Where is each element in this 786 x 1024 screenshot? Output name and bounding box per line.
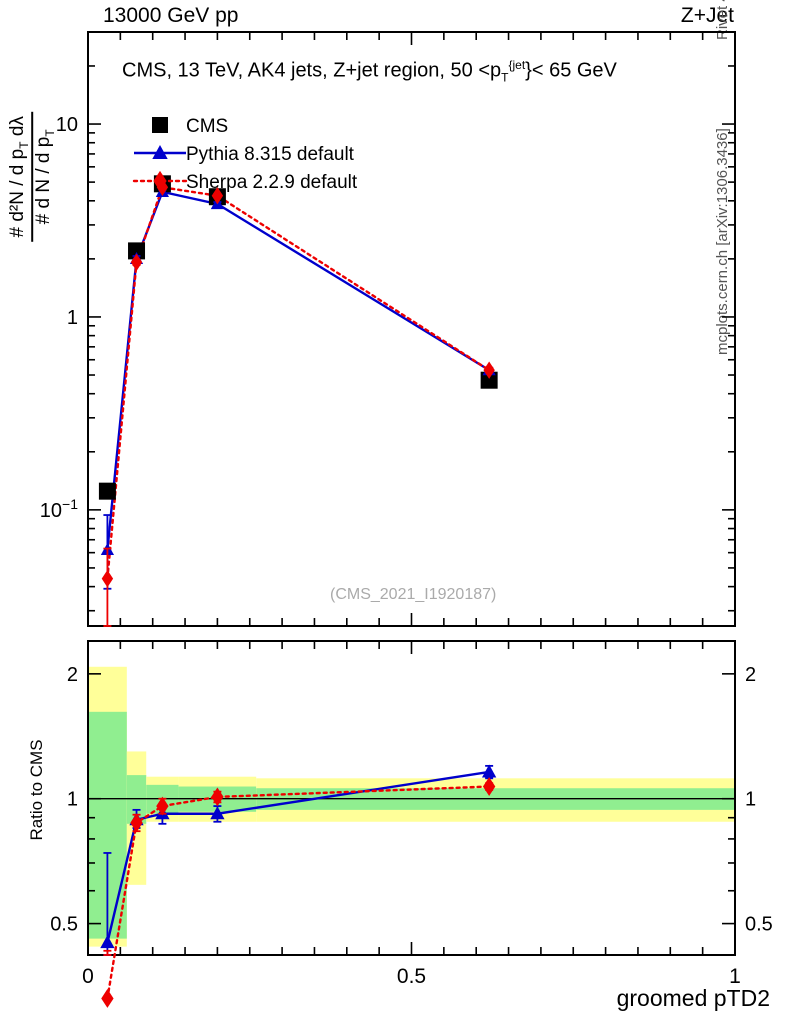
title-suffix: }< 65 GeV: [525, 59, 617, 82]
x-tick-0: 0: [82, 965, 94, 988]
y-tick-1: 1: [67, 307, 78, 329]
ratio-y-tick-2: 0.5: [50, 914, 78, 936]
title-prefix: CMS, 13 TeV, AK4 jets, Z+jet region, 50 …: [122, 59, 502, 82]
ratio-y-tick-right-1: 1: [745, 789, 756, 811]
ratio-y-tick-right-0: 2: [745, 664, 756, 686]
x-axis-label: groomed pTD2: [616, 985, 770, 1011]
legend-label-1: Pythia 8.315 default: [186, 144, 355, 165]
legend-label-0: CMS: [186, 116, 228, 137]
ratio-y-tick-0: 2: [67, 664, 78, 686]
legend-label-2: Sherpa 2.2.9 default: [186, 172, 358, 193]
process-label: Z+Jet: [680, 4, 734, 27]
x-tick-1: 0.5: [397, 965, 426, 988]
x-tick-2: 1: [729, 965, 741, 988]
title-sup: {jet: [508, 58, 526, 72]
ratio-y-tick-1: 1: [67, 789, 78, 811]
y-tick-10: 10: [56, 114, 78, 136]
ratio-y-tick-right-2: 0.5: [745, 914, 773, 936]
title-sub: T: [501, 70, 509, 85]
page-title: CMS, 13 TeV, AK4 jets, Z+jet region, 50 …: [122, 58, 617, 85]
beam-energy-label: 13000 GeV pp: [103, 4, 239, 27]
analysis-id-watermark: (CMS_2021_I1920187): [330, 586, 497, 603]
y-tick-0p1: 10−1: [40, 496, 78, 522]
